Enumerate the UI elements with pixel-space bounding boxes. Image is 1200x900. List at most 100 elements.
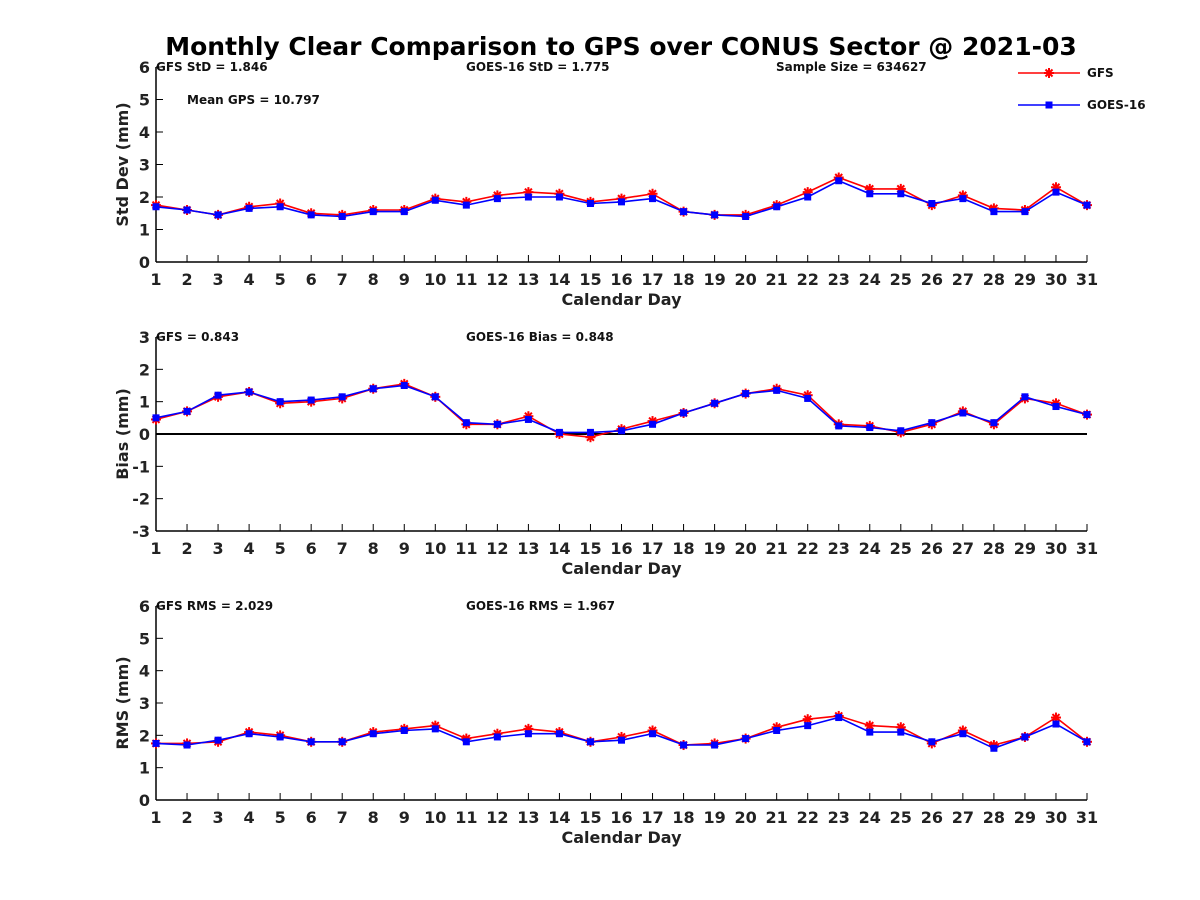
goes-point [214,391,222,399]
goes-point [618,736,625,744]
x-tick-label: 2 [181,270,192,289]
annot-goes-std: GOES-16 StD = 1.775 [466,60,609,74]
x-tick-label: 5 [275,539,286,558]
x-tick-label: 22 [797,270,819,289]
goes-point [897,427,905,435]
goes-point [897,728,905,736]
goes-point [524,415,532,423]
gfs-point [1050,712,1061,723]
y-tick-label: 5 [139,629,150,648]
goes-point [586,200,594,207]
goes-point [214,211,222,219]
goes-point [431,725,439,733]
legend: GFS GOES-16 [1018,66,1146,112]
x-tick-label: 23 [828,539,850,558]
x-tick-label: 31 [1076,808,1098,827]
x-tick-label: 23 [828,808,850,827]
goes-point [835,714,843,722]
x-tick-label: 30 [1045,270,1067,289]
x-tick-label: 10 [424,270,446,289]
y-tick-label: 4 [139,662,150,681]
x-tick-label: 31 [1076,539,1098,558]
x-tick-label: 2 [181,539,192,558]
x-tick-label: 4 [244,808,255,827]
goes-point [431,196,439,204]
annot-goes-rms: GOES-16 RMS = 1.967 [466,599,615,613]
x-axis-label: Calendar Day [562,290,683,309]
goes-point [835,177,843,185]
goes-point [307,211,315,219]
goes-point [524,193,532,201]
x-tick-label: 17 [641,808,663,827]
goes-point [183,206,191,214]
x-tick-label: 20 [735,270,757,289]
y-tick-label: 0 [139,253,150,272]
goes-point [680,208,688,216]
goes-point [804,722,812,730]
x-tick-label: 30 [1045,539,1067,558]
goes-point [462,738,470,746]
legend-goes-marker [1045,101,1053,109]
x-tick-label: 3 [212,270,223,289]
goes-point [866,728,874,736]
x-tick-label: 7 [337,808,348,827]
y-tick-label: 1 [139,393,150,412]
x-tick-label: 13 [517,270,539,289]
x-tick-label: 9 [399,539,410,558]
y-tick-label: 1 [139,759,150,778]
x-tick-label: 10 [424,539,446,558]
goes-point [742,390,750,398]
goes-point [649,420,657,428]
x-tick-label: 27 [952,270,974,289]
legend-gfs-marker [1044,68,1054,78]
x-tick-label: 14 [548,270,570,289]
goes-point [400,382,408,389]
goes-point [711,399,719,407]
annot-gfs-std: GFS StD = 1.846 [156,60,268,74]
goes-point [462,201,470,209]
goes-point [711,741,719,749]
goes-point [307,738,315,746]
goes-point [804,193,812,201]
x-tick-label: 12 [486,539,508,558]
x-tick-label: 8 [368,270,379,289]
goes-point [959,195,967,203]
goes-point [245,730,253,738]
goes-point [866,190,874,198]
x-tick-label: 19 [703,808,725,827]
x-tick-label: 27 [952,539,974,558]
goes-point [400,726,408,734]
x-tick-label: 29 [1014,808,1036,827]
goes-point [928,419,936,427]
goes-point [1083,201,1091,209]
annot-gfs-rms: GFS RMS = 2.029 [156,599,273,613]
goes-point [493,733,501,741]
x-tick-label: 21 [766,539,788,558]
x-tick-label: 15 [579,808,601,827]
x-tick-label: 22 [797,539,819,558]
goes-point [555,428,563,436]
x-tick-label: 11 [455,808,477,827]
y-tick-label: -2 [132,490,150,509]
x-tick-label: 8 [368,808,379,827]
goes-point [245,388,253,396]
goes-point [214,736,222,744]
x-tick-label: 17 [641,270,663,289]
goes-point [1052,720,1060,728]
x-tick-label: 10 [424,808,446,827]
y-tick-label: -3 [132,522,150,541]
goes-point [618,198,625,206]
goes-point [183,741,191,749]
y-tick-label: 4 [139,123,150,142]
x-tick-label: 4 [244,270,255,289]
goes-point [835,422,843,430]
x-tick-label: 6 [306,808,317,827]
goes-point [586,428,594,436]
x-tick-label: 12 [486,808,508,827]
x-tick-label: 18 [672,270,694,289]
x-tick-label: 11 [455,539,477,558]
y-tick-label: 0 [139,425,150,444]
x-tick-label: 29 [1014,270,1036,289]
